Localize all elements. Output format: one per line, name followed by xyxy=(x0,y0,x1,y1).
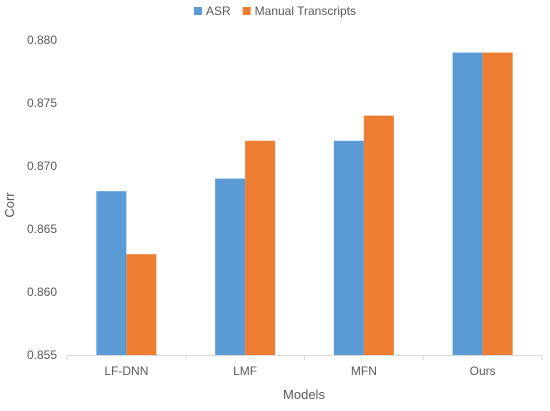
legend: ASR Manual Transcripts xyxy=(193,4,356,18)
y-tick-label: 0.875 xyxy=(27,96,57,110)
y-axis-label: Corr xyxy=(2,192,17,218)
x-axis: LF-DNN LMF MFN Ours xyxy=(66,355,543,378)
bar-manual-transcripts xyxy=(126,254,157,355)
bar-asr xyxy=(452,52,483,355)
x-axis-label: Models xyxy=(283,387,325,402)
y-tick-label: 0.870 xyxy=(27,159,57,173)
y-tick-label: 0.855 xyxy=(27,348,57,362)
bar-asr xyxy=(215,178,246,355)
x-tick-label: Ours xyxy=(470,364,496,378)
legend-swatch xyxy=(242,7,251,15)
bar-manual-transcripts xyxy=(482,52,513,355)
legend-swatch xyxy=(193,7,202,15)
y-tick-label: 0.865 xyxy=(27,222,57,236)
legend-label: ASR xyxy=(206,4,231,18)
x-tick-label: LF-DNN xyxy=(104,364,148,378)
bar-asr xyxy=(333,140,364,355)
y-axis: 0.855 0.860 0.865 0.870 0.875 0.880 xyxy=(27,33,57,362)
bar-manual-transcripts xyxy=(245,140,276,355)
x-tick-label: LMF xyxy=(233,364,257,378)
y-tick-label: 0.860 xyxy=(27,285,57,299)
bars xyxy=(96,52,513,355)
x-tick-label: MFN xyxy=(351,364,377,378)
bar-manual-transcripts xyxy=(363,115,394,355)
y-tick-label: 0.880 xyxy=(27,33,57,47)
bar-asr xyxy=(96,191,127,355)
legend-label: Manual Transcripts xyxy=(255,4,356,18)
